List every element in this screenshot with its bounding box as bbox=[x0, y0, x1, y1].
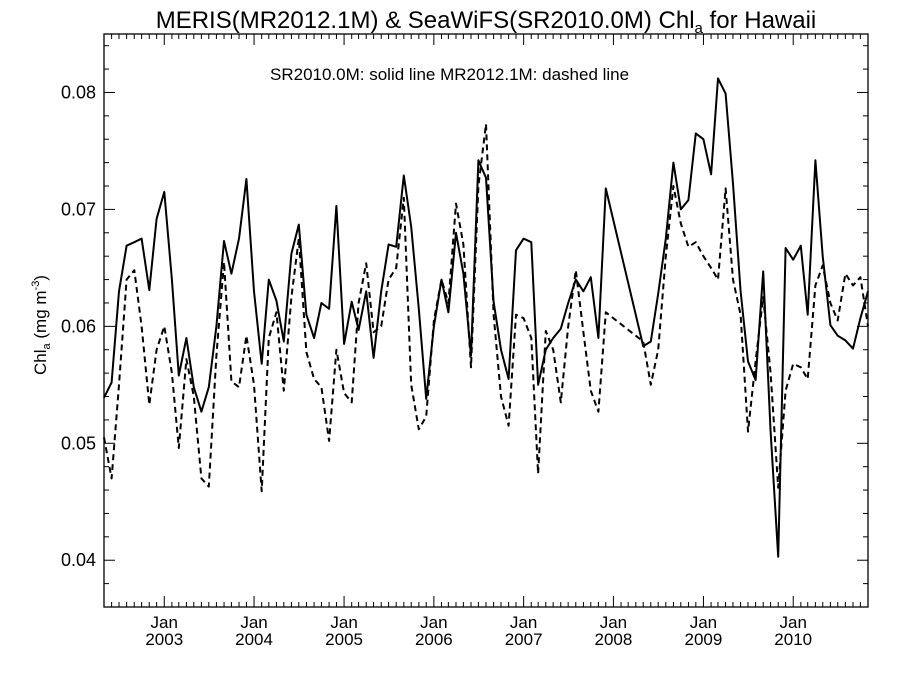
series-line-dashed-mr2012-1m bbox=[103, 123, 869, 493]
x-tick-month-label: Jan bbox=[330, 613, 357, 632]
x-tick-month-label: Jan bbox=[780, 613, 807, 632]
x-tick-year-label: 2003 bbox=[145, 630, 183, 649]
x-tick-year-label: 2007 bbox=[505, 630, 543, 649]
x-tick-month-label: Jan bbox=[690, 613, 717, 632]
legend-annotation: SR2010.0M: solid line MR2012.1M: dashed … bbox=[270, 65, 629, 84]
x-tick-year-label: 2008 bbox=[595, 630, 633, 649]
plot-frame bbox=[103, 33, 869, 608]
y-tick-label: 0.06 bbox=[61, 316, 96, 336]
y-tick-label: 0.05 bbox=[61, 433, 96, 453]
x-tick-month-label: Jan bbox=[420, 613, 447, 632]
y-tick-label: 0.07 bbox=[61, 199, 96, 219]
x-tick-year-label: 2005 bbox=[325, 630, 363, 649]
x-tick-year-label: 2010 bbox=[774, 630, 812, 649]
x-tick-month-label: Jan bbox=[510, 613, 537, 632]
x-tick-year-label: 2004 bbox=[235, 630, 273, 649]
x-tick-month-label: Jan bbox=[600, 613, 627, 632]
x-tick-year-label: 2009 bbox=[685, 630, 723, 649]
y-tick-label: 0.08 bbox=[61, 82, 96, 102]
x-tick-year-label: 2006 bbox=[415, 630, 453, 649]
x-tick-month-label: Jan bbox=[151, 613, 178, 632]
chart-title: MERIS(MR2012.1M) & SeaWiFS(SR2010.0M) Ch… bbox=[156, 7, 817, 37]
y-axis-label: Chla (mg m-3) bbox=[30, 275, 53, 375]
y-tick-label: 0.04 bbox=[61, 550, 96, 570]
x-tick-month-label: Jan bbox=[240, 613, 267, 632]
